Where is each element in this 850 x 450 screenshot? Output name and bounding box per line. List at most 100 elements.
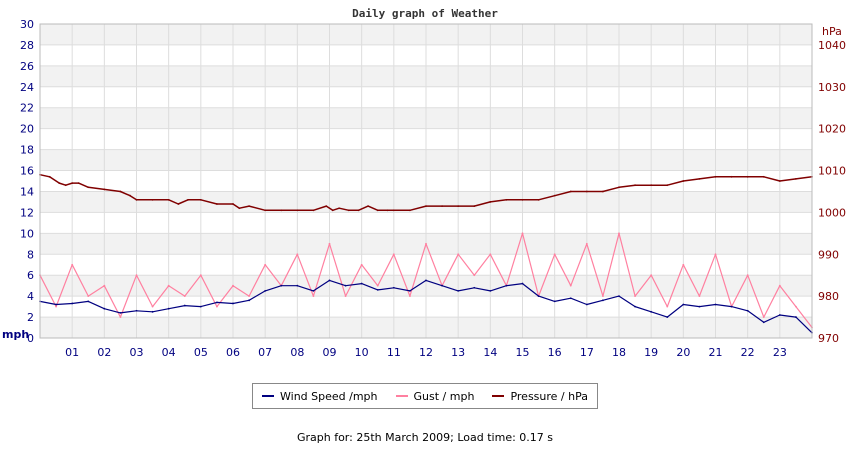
- series-group: [39, 23, 813, 339]
- data-point: [135, 198, 138, 201]
- left-tick-label: 24: [20, 81, 34, 94]
- data-point: [264, 290, 267, 292]
- data-point: [795, 178, 797, 180]
- legend-swatch-wind: [262, 395, 274, 397]
- data-point: [325, 205, 328, 208]
- x-tick-label: 06: [226, 346, 240, 359]
- data-point: [55, 305, 57, 308]
- x-tick-label: 20: [676, 346, 690, 359]
- data-point: [730, 305, 733, 308]
- data-point: [618, 232, 620, 235]
- right-tick-label: 970: [818, 332, 839, 345]
- data-point: [489, 201, 492, 203]
- data-point: [238, 207, 241, 210]
- data-point: [376, 209, 379, 212]
- weather-chart: Daily graph of Weather 02468101214161820…: [2, 7, 846, 359]
- data-point: [457, 290, 460, 292]
- data-point: [698, 295, 701, 298]
- footer-text: Graph for: 25th March 2009; Load time: 0…: [296, 431, 554, 444]
- data-point: [409, 295, 411, 298]
- data-point: [232, 302, 234, 305]
- data-point: [119, 190, 122, 193]
- x-tick-label: 13: [451, 346, 465, 359]
- data-point: [177, 203, 180, 205]
- right-tick-label: 1000: [818, 206, 846, 219]
- left-tick-label: 4: [27, 290, 34, 303]
- data-point: [71, 302, 74, 305]
- data-point: [71, 263, 74, 266]
- data-point: [602, 295, 604, 298]
- data-point: [199, 274, 202, 277]
- data-point: [103, 307, 106, 310]
- data-point: [119, 316, 122, 318]
- data-point: [746, 274, 749, 277]
- data-point: [167, 307, 170, 310]
- data-point: [87, 295, 90, 298]
- data-point: [634, 305, 636, 308]
- data-point: [682, 180, 685, 182]
- left-tick-label: 16: [20, 165, 34, 178]
- data-point: [151, 198, 154, 201]
- data-point: [585, 303, 588, 306]
- data-point: [778, 314, 781, 316]
- data-point: [232, 284, 234, 287]
- data-point: [698, 305, 701, 308]
- data-point: [183, 304, 186, 307]
- data-point: [618, 186, 620, 189]
- data-point: [119, 311, 122, 314]
- x-tick-label: 16: [548, 346, 562, 359]
- data-point: [650, 310, 653, 313]
- data-point: [248, 295, 250, 298]
- data-point: [135, 309, 138, 312]
- data-point: [489, 253, 492, 256]
- x-tick-label: 07: [258, 346, 272, 359]
- data-point: [762, 175, 765, 178]
- x-tick-label: 18: [612, 346, 626, 359]
- legend-label-wind: Wind Speed /mph: [280, 389, 378, 403]
- x-tick-label: 22: [741, 346, 755, 359]
- data-point: [216, 203, 218, 205]
- x-tick-label: 12: [419, 346, 433, 359]
- plot-border: [39, 23, 813, 339]
- right-tick-label: 1020: [818, 123, 846, 136]
- x-tick-label: 05: [194, 346, 208, 359]
- data-point: [360, 263, 363, 266]
- data-point: [473, 274, 476, 277]
- left-tick-label: 22: [20, 102, 34, 115]
- data-point: [280, 284, 283, 287]
- data-point: [77, 182, 80, 184]
- left-axis-unit: mph: [2, 328, 29, 341]
- data-point: [58, 182, 61, 184]
- left-tick-label: 8: [27, 248, 34, 261]
- data-point: [650, 274, 653, 277]
- data-point: [457, 205, 460, 208]
- right-tick-label: 1040: [818, 39, 846, 52]
- data-point: [183, 295, 186, 298]
- data-point: [103, 188, 106, 191]
- data-point: [569, 190, 572, 193]
- data-point: [425, 205, 427, 208]
- data-point: [409, 290, 411, 292]
- data-point: [357, 209, 360, 212]
- data-point: [344, 295, 347, 298]
- data-point: [135, 274, 138, 277]
- data-point: [505, 198, 508, 201]
- data-point: [521, 198, 524, 201]
- data-point: [199, 305, 202, 308]
- left-tick-label: 10: [20, 227, 34, 240]
- data-point: [296, 284, 299, 287]
- right-axis-unit: hPa: [822, 25, 842, 38]
- data-point: [347, 209, 350, 212]
- data-point: [280, 209, 283, 212]
- data-point: [714, 175, 717, 178]
- data-point: [602, 299, 604, 302]
- chart-title: Daily graph of Weather: [352, 7, 498, 20]
- data-point: [55, 303, 57, 306]
- left-tick-label: 28: [20, 39, 34, 52]
- left-tick-label: 6: [27, 269, 34, 282]
- x-tick-label: 04: [162, 346, 176, 359]
- data-point: [505, 284, 508, 287]
- data-point: [795, 316, 797, 318]
- x-tick-label: 11: [387, 346, 401, 359]
